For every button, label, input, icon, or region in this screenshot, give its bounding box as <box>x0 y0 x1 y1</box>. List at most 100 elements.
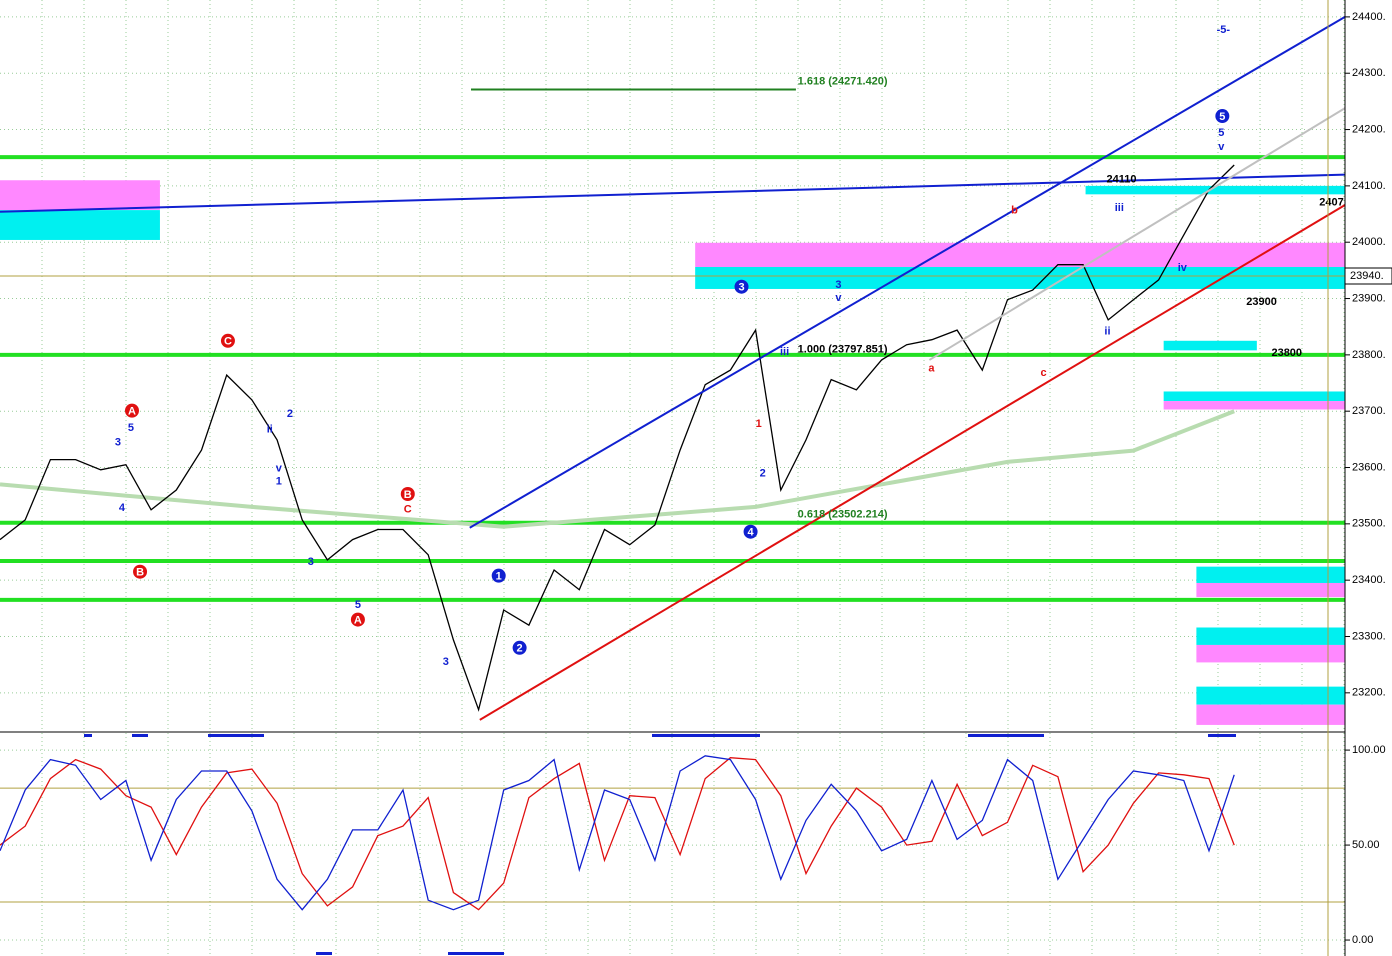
trend-line <box>479 204 1346 721</box>
wave-label: A <box>354 615 362 627</box>
annotation: 1 <box>276 476 282 488</box>
oscillator-panel <box>0 733 1345 956</box>
zone <box>1163 391 1345 402</box>
annotation: 23800 <box>1271 347 1302 359</box>
y-tick-label: 23200. <box>1352 687 1386 699</box>
annotation: v <box>276 463 283 475</box>
series-line <box>0 409 1235 529</box>
annotation: 3 <box>115 437 121 449</box>
trend-line <box>928 107 1346 361</box>
annotation: C <box>404 504 412 516</box>
annotation: a <box>928 362 935 374</box>
y-tick-label: 50.00 <box>1352 839 1380 851</box>
marker <box>968 734 1044 737</box>
wave-marker <box>400 486 415 501</box>
y-tick-label: 23700. <box>1352 405 1386 417</box>
wave-marker <box>743 524 758 539</box>
y-tick-label: 23500. <box>1352 518 1386 530</box>
wave-label: B <box>136 567 144 579</box>
wave-marker <box>133 564 148 579</box>
annotation: b <box>1011 205 1018 217</box>
marker <box>448 952 504 955</box>
annotation: 2 <box>287 408 293 420</box>
annotation: 3 <box>835 279 841 291</box>
wave-label: 1 <box>496 571 502 583</box>
annotation: ii <box>1104 326 1110 338</box>
annotation: 24110 <box>1106 174 1136 186</box>
annotation: 4 <box>119 502 126 514</box>
y-tick-label: 0.00 <box>1352 934 1373 946</box>
wave-label: B <box>404 489 412 501</box>
wave-label: 5 <box>1219 111 1225 123</box>
marker <box>1208 734 1236 737</box>
marker <box>132 734 148 737</box>
price-marker-box <box>1344 267 1392 285</box>
zone <box>0 180 160 211</box>
wave-marker <box>124 403 139 418</box>
wave-label: 3 <box>738 282 744 294</box>
zone <box>695 242 1345 267</box>
annotation: 1.000 (23797.851) <box>798 344 888 356</box>
wave-marker <box>734 279 749 294</box>
annotation: 23900 <box>1246 296 1277 308</box>
annotation: 3 <box>443 656 449 668</box>
wave-marker <box>491 568 506 583</box>
y-tick-label: 24000. <box>1352 236 1386 248</box>
series-line <box>0 164 1235 712</box>
price-panel: 1.618 (24271.420) 0.618 (23502.214) 1.000 … <box>0 0 1346 730</box>
annotation: v <box>1218 141 1225 153</box>
zone <box>695 266 1345 289</box>
y-tick-label: 23300. <box>1352 630 1386 642</box>
annotation: 0.618 (23502.214) <box>798 509 888 521</box>
annotation: v <box>835 292 842 304</box>
annotation: iii <box>1115 202 1124 214</box>
price-marker-label: 23940. <box>1350 270 1384 282</box>
marker <box>652 734 760 737</box>
zone <box>1196 686 1345 705</box>
y-tick-label: 23800. <box>1352 349 1386 361</box>
y-tick-label: 100.00 <box>1352 744 1386 756</box>
wave-label: 2 <box>517 643 523 655</box>
zone <box>1085 185 1345 195</box>
y-tick-label: 23600. <box>1352 461 1386 473</box>
y-tick-label: 24100. <box>1352 180 1386 192</box>
annotation: 1.618 (24271.420) <box>798 76 888 88</box>
wave-label: 4 <box>748 527 755 539</box>
marker <box>208 734 264 737</box>
annotation: -5- <box>1217 24 1231 36</box>
y-tick-label: 24200. <box>1352 123 1386 135</box>
zone <box>1196 627 1345 645</box>
zone <box>1196 704 1345 725</box>
wave-marker <box>220 333 235 348</box>
annotation: 2407 <box>1319 197 1343 209</box>
marker <box>84 734 92 737</box>
zone <box>1163 340 1257 351</box>
y-tick-label: 23900. <box>1352 292 1386 304</box>
y-tick-label: 24400. <box>1352 11 1386 23</box>
annotation: 1 <box>756 418 762 430</box>
wave-label: C <box>224 336 232 348</box>
annotation: 2 <box>760 468 766 480</box>
annotation: 5 <box>128 422 134 434</box>
annotation: iv <box>1178 262 1188 274</box>
marker <box>316 952 332 955</box>
y-tick-label: 24300. <box>1352 67 1386 79</box>
zone <box>0 210 160 240</box>
y-tick-label: 23400. <box>1352 574 1386 586</box>
annotation: ii <box>267 424 273 436</box>
annotation: c <box>1040 367 1046 379</box>
zone <box>1196 582 1345 598</box>
wave-label: A <box>128 406 136 418</box>
zone <box>1196 566 1345 583</box>
wave-marker <box>1215 109 1230 124</box>
annotation: iii <box>780 346 789 358</box>
series-line <box>0 755 1235 911</box>
trend-line <box>469 16 1346 529</box>
axis-bg <box>1345 0 1392 956</box>
trend-line <box>0 173 1346 213</box>
wave-marker <box>350 612 365 627</box>
annotation: 5 <box>355 599 361 611</box>
wave-marker <box>512 640 527 655</box>
zone <box>1196 644 1345 663</box>
